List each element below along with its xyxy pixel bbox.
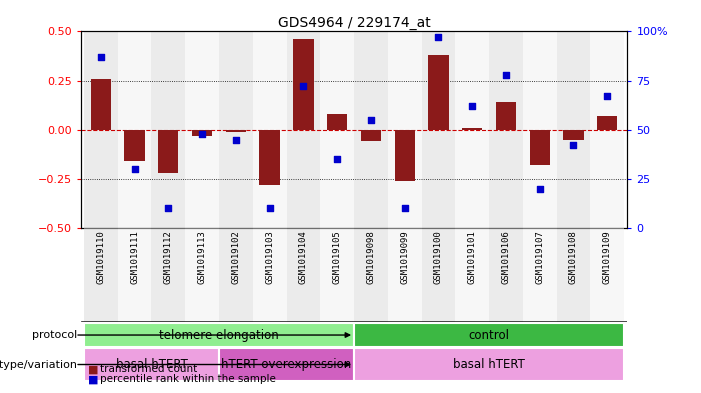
Bar bbox=[320, 228, 354, 322]
Text: GSM1019098: GSM1019098 bbox=[367, 230, 375, 284]
Bar bbox=[219, 228, 253, 322]
Bar bbox=[192, 130, 212, 136]
Point bbox=[501, 72, 512, 78]
Text: GSM1019102: GSM1019102 bbox=[231, 230, 240, 284]
Text: GSM1019111: GSM1019111 bbox=[130, 230, 139, 284]
Point bbox=[467, 103, 478, 109]
Text: GSM1019104: GSM1019104 bbox=[299, 230, 308, 284]
Bar bbox=[354, 31, 388, 228]
Bar bbox=[496, 102, 516, 130]
Text: percentile rank within the sample: percentile rank within the sample bbox=[100, 374, 276, 384]
Bar bbox=[185, 31, 219, 228]
Bar bbox=[455, 228, 489, 322]
Point bbox=[534, 185, 545, 192]
Text: GSM1019099: GSM1019099 bbox=[400, 230, 409, 284]
Text: GSM1019100: GSM1019100 bbox=[434, 230, 443, 284]
Point bbox=[365, 117, 376, 123]
Point bbox=[129, 166, 140, 172]
Bar bbox=[253, 31, 287, 228]
Point bbox=[332, 156, 343, 162]
Text: telomere elongation: telomere elongation bbox=[159, 329, 279, 342]
Bar bbox=[158, 130, 179, 173]
Point bbox=[298, 83, 309, 90]
Point bbox=[399, 205, 410, 211]
Bar bbox=[151, 228, 185, 322]
Bar bbox=[590, 31, 624, 228]
Bar bbox=[118, 228, 151, 322]
Bar bbox=[287, 228, 320, 322]
Bar bbox=[125, 130, 144, 161]
Text: basal hTERT: basal hTERT bbox=[116, 358, 187, 371]
Bar bbox=[84, 31, 118, 228]
Bar bbox=[557, 228, 590, 322]
Bar bbox=[354, 228, 388, 322]
Text: ■: ■ bbox=[88, 364, 98, 375]
Bar bbox=[84, 323, 354, 347]
Bar bbox=[395, 130, 415, 181]
Title: GDS4964 / 229174_at: GDS4964 / 229174_at bbox=[278, 17, 430, 30]
Bar bbox=[489, 31, 523, 228]
Bar bbox=[361, 130, 381, 141]
Bar bbox=[259, 130, 280, 185]
Bar bbox=[388, 31, 421, 228]
Text: GSM1019105: GSM1019105 bbox=[333, 230, 341, 284]
Bar bbox=[557, 31, 590, 228]
Bar bbox=[523, 31, 557, 228]
Text: hTERT overexpression: hTERT overexpression bbox=[222, 358, 352, 371]
Point bbox=[95, 54, 107, 60]
Point bbox=[433, 34, 444, 40]
Text: GSM1019112: GSM1019112 bbox=[164, 230, 173, 284]
Bar bbox=[293, 39, 313, 130]
Text: ■: ■ bbox=[88, 374, 98, 384]
Point bbox=[196, 130, 207, 137]
Bar bbox=[455, 31, 489, 228]
Point bbox=[264, 205, 275, 211]
Text: transformed count: transformed count bbox=[100, 364, 198, 375]
Bar bbox=[590, 228, 624, 322]
Point bbox=[601, 93, 613, 99]
Text: GSM1019110: GSM1019110 bbox=[96, 230, 105, 284]
Text: protocol: protocol bbox=[32, 330, 77, 340]
Bar bbox=[489, 228, 523, 322]
Point bbox=[163, 205, 174, 211]
Bar bbox=[90, 79, 111, 130]
Bar bbox=[421, 228, 455, 322]
Bar bbox=[421, 31, 455, 228]
Point bbox=[568, 142, 579, 149]
Bar bbox=[287, 31, 320, 228]
Bar bbox=[388, 228, 421, 322]
Text: genotype/variation: genotype/variation bbox=[0, 360, 77, 369]
Bar bbox=[219, 349, 354, 380]
Bar bbox=[428, 55, 449, 130]
Bar bbox=[354, 349, 624, 380]
Bar bbox=[84, 228, 118, 322]
Text: GSM1019106: GSM1019106 bbox=[501, 230, 510, 284]
Bar bbox=[219, 31, 253, 228]
Bar bbox=[185, 228, 219, 322]
Text: GSM1019101: GSM1019101 bbox=[468, 230, 477, 284]
Bar bbox=[564, 130, 583, 140]
Text: GSM1019113: GSM1019113 bbox=[198, 230, 207, 284]
Text: GSM1019108: GSM1019108 bbox=[569, 230, 578, 284]
Bar bbox=[84, 349, 219, 380]
Text: GSM1019109: GSM1019109 bbox=[603, 230, 612, 284]
Text: GSM1019107: GSM1019107 bbox=[535, 230, 544, 284]
Bar bbox=[529, 130, 550, 165]
Bar bbox=[226, 130, 246, 132]
Point bbox=[230, 136, 241, 143]
Bar bbox=[320, 31, 354, 228]
Bar bbox=[253, 228, 287, 322]
Bar bbox=[151, 31, 185, 228]
Bar bbox=[118, 31, 151, 228]
Text: control: control bbox=[468, 329, 510, 342]
Bar bbox=[354, 323, 624, 347]
Bar bbox=[327, 114, 347, 130]
Bar bbox=[523, 228, 557, 322]
Text: GSM1019103: GSM1019103 bbox=[265, 230, 274, 284]
Bar bbox=[462, 128, 482, 130]
Bar bbox=[597, 116, 618, 130]
Text: basal hTERT: basal hTERT bbox=[453, 358, 525, 371]
